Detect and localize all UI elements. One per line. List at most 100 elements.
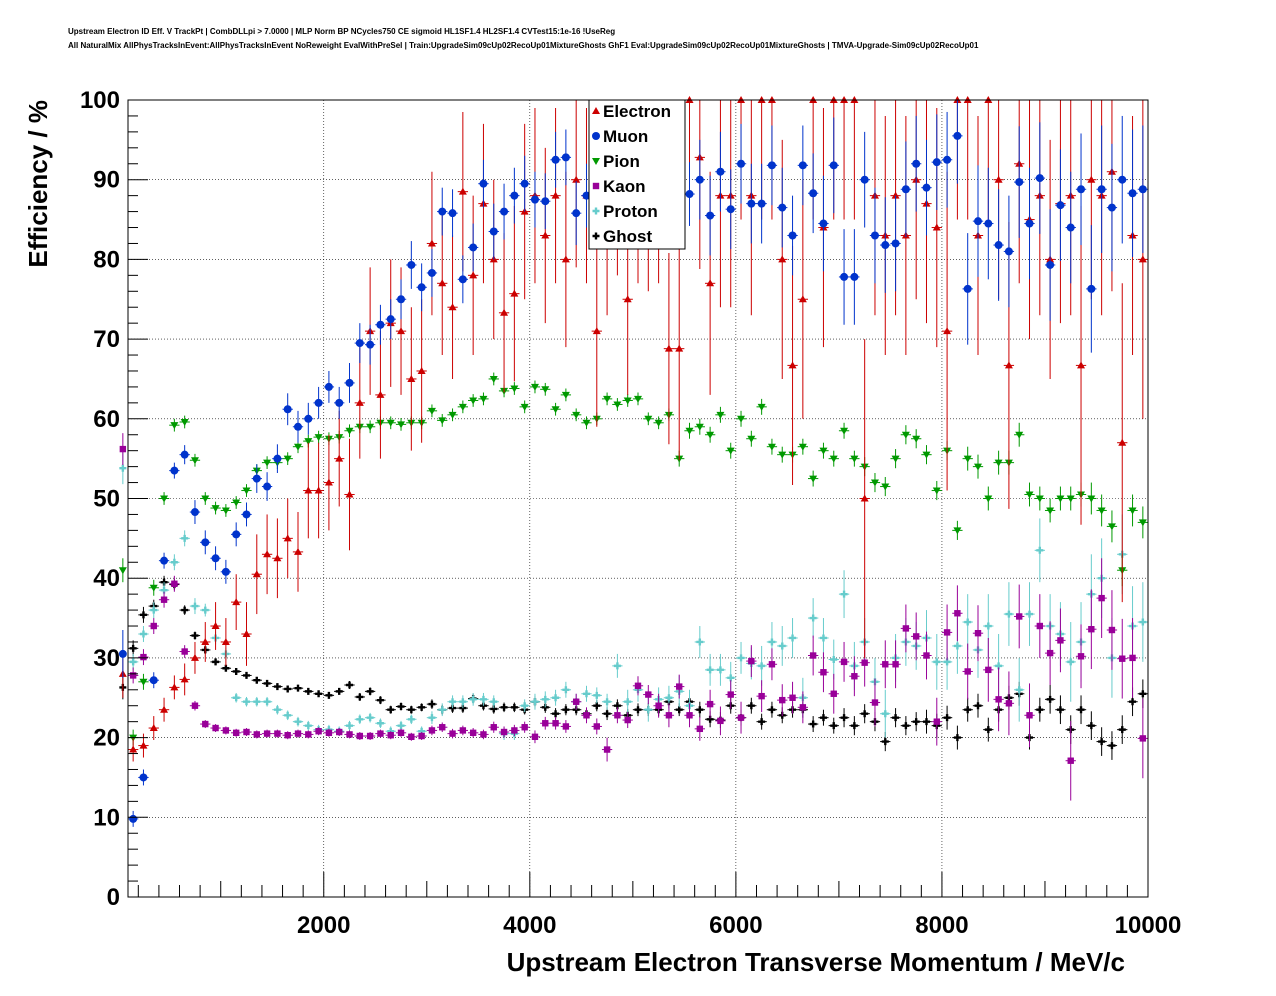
- data-point: [232, 530, 241, 539]
- data-point: [335, 398, 344, 407]
- data-point: [1005, 700, 1013, 707]
- data-point: [706, 666, 714, 674]
- data-point: [273, 554, 282, 562]
- data-point: [469, 243, 478, 252]
- data-point: [356, 693, 364, 701]
- y-tick-label: 80: [93, 246, 120, 273]
- data-point: [386, 315, 395, 324]
- data-point: [1138, 255, 1147, 263]
- data-point: [819, 714, 827, 722]
- data-point: [397, 295, 406, 304]
- data-point: [222, 727, 230, 734]
- data-point: [716, 666, 724, 674]
- data-point: [315, 690, 323, 698]
- data-point: [695, 175, 704, 184]
- data-point: [397, 722, 405, 730]
- data-point: [458, 275, 467, 284]
- data-point: [994, 175, 1003, 183]
- data-point: [1036, 546, 1044, 554]
- data-point: [191, 702, 199, 709]
- data-point: [1118, 726, 1126, 734]
- data-point: [346, 731, 353, 738]
- data-point: [778, 255, 787, 263]
- data-point: [201, 637, 210, 645]
- data-point: [263, 550, 272, 558]
- data-point: [397, 327, 406, 335]
- data-point: [263, 730, 271, 737]
- data-point: [726, 447, 735, 455]
- data-point: [1004, 361, 1013, 369]
- data-point: [469, 695, 477, 703]
- data-point: [252, 474, 261, 483]
- series-kaon: [119, 433, 1148, 801]
- data-point: [871, 699, 879, 706]
- data-point: [324, 478, 333, 486]
- data-point: [542, 720, 549, 727]
- data-point: [418, 703, 426, 711]
- data-point: [366, 340, 375, 349]
- data-point: [778, 203, 787, 212]
- data-point: [232, 499, 241, 507]
- data-point: [768, 661, 776, 668]
- data-point: [356, 715, 364, 723]
- data-point: [1138, 519, 1147, 527]
- data-point: [706, 700, 714, 708]
- y-tick-label: 20: [93, 725, 120, 752]
- data-point: [593, 702, 601, 710]
- data-point: [438, 706, 446, 714]
- data-point: [747, 435, 756, 443]
- data-point: [861, 710, 869, 718]
- data-point: [675, 344, 684, 352]
- data-point: [129, 745, 138, 753]
- data-point: [314, 398, 323, 407]
- data-point: [129, 658, 137, 666]
- data-point: [242, 487, 251, 495]
- data-point: [685, 427, 694, 435]
- data-point: [171, 580, 178, 587]
- data-point: [881, 241, 890, 250]
- data-point: [634, 395, 642, 403]
- y-tick-label: 30: [93, 645, 120, 672]
- data-point: [294, 422, 302, 431]
- data-point: [881, 710, 889, 718]
- data-point: [985, 666, 992, 674]
- data-point: [974, 702, 982, 710]
- data-point: [490, 698, 498, 706]
- axes: 0 10 20 30 40 50 60 70 80 90 100 2000 4000 6000 8000 10…: [80, 87, 1181, 939]
- data-point: [912, 633, 920, 640]
- data-point: [253, 676, 261, 684]
- data-point: [716, 167, 725, 176]
- data-point: [346, 722, 354, 730]
- data-point: [541, 197, 550, 206]
- data-point: [438, 207, 447, 216]
- data-point: [1098, 594, 1105, 602]
- legend-label: Muon: [603, 127, 648, 146]
- data-point: [1057, 637, 1064, 644]
- data-point: [376, 719, 384, 727]
- data-point: [665, 694, 673, 702]
- data-point: [758, 692, 765, 700]
- data-point: [273, 683, 281, 691]
- legend-box: [588, 99, 686, 250]
- data-point: [283, 405, 292, 414]
- data-point: [748, 657, 755, 665]
- data-point: [551, 406, 560, 414]
- data-point: [1036, 706, 1044, 714]
- data-point: [798, 161, 807, 170]
- data-point: [727, 674, 735, 682]
- data-point: [1046, 695, 1054, 703]
- data-point: [767, 161, 776, 170]
- data-point: [850, 455, 859, 463]
- data-point: [572, 411, 581, 419]
- data-point: [943, 155, 952, 164]
- data-point: [397, 729, 405, 737]
- data-point: [376, 320, 385, 329]
- data-point: [634, 682, 642, 689]
- data-point: [377, 730, 384, 737]
- data-point: [850, 272, 859, 281]
- data-point: [1087, 722, 1095, 730]
- data-point: [221, 507, 230, 515]
- data-point: [798, 443, 807, 451]
- data-point: [820, 669, 827, 676]
- data-point: [572, 698, 580, 705]
